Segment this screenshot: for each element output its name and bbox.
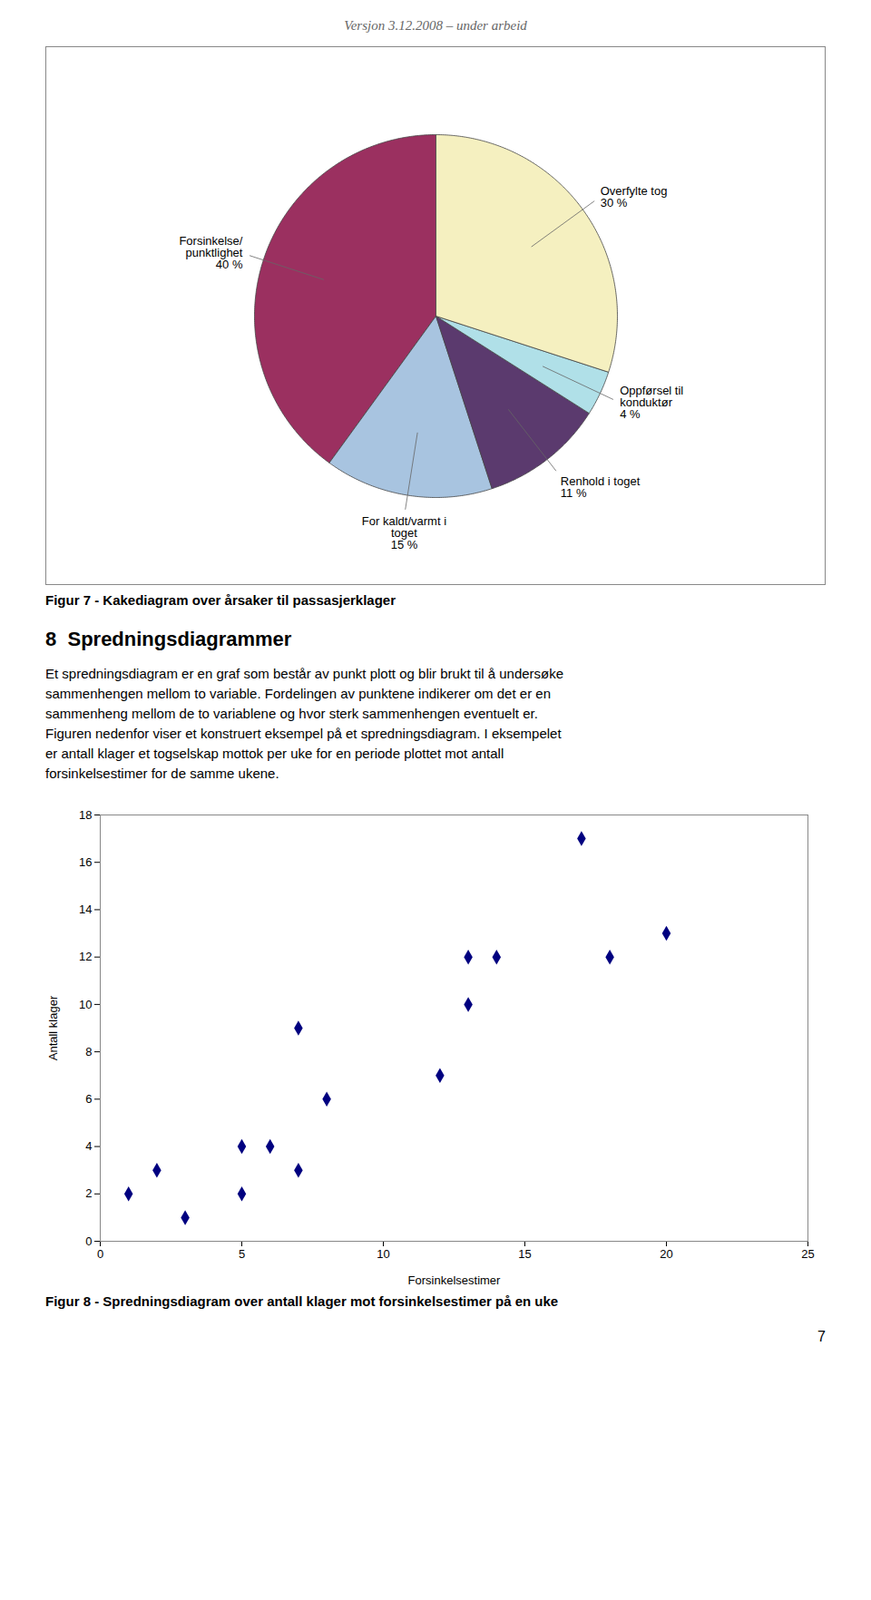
html-text:Figur 8 - Spredningsdiagram ov: Figur 8 - Spredningsdiagram over antall … xyxy=(45,1293,559,1310)
svg-text:5: 5 xyxy=(238,1247,245,1262)
html-text:Versjon 3.12.2008 – under arbe: Versjon 3.12.2008 – under arbeid xyxy=(344,18,527,33)
svg-text:14: 14 xyxy=(78,902,92,917)
svg-text:4: 4 xyxy=(85,1139,92,1154)
svg-text:Forsinkelse/punktlighet40 %: Forsinkelse/punktlighet40 % xyxy=(178,234,244,272)
svg-text:25: 25 xyxy=(801,1247,814,1262)
html-text:er antall klager et togselskap: er antall klager et togselskap mottok pe… xyxy=(45,745,504,762)
svg-text:12: 12 xyxy=(78,949,92,964)
svg-text:0: 0 xyxy=(85,1234,92,1249)
svg-text:10: 10 xyxy=(376,1247,390,1262)
svg-text:Oppførsel tilkonduktør4 %: Oppførsel tilkonduktør4 % xyxy=(619,383,684,421)
html-text:forsinkelsestimer for de samme: forsinkelsestimer for de samme ukene. xyxy=(45,765,280,782)
svg-text:10: 10 xyxy=(78,998,92,1012)
svg-text:16: 16 xyxy=(78,855,92,870)
svg-text:15: 15 xyxy=(518,1247,531,1262)
svg-text:2: 2 xyxy=(85,1186,92,1201)
svg-text:20: 20 xyxy=(659,1247,673,1262)
html-text:sammenhengen mellom to variabl: sammenhengen mellom to variable. Fordeli… xyxy=(45,685,551,702)
html-text:sammenheng mellom de to variab: sammenheng mellom de to variablene og hv… xyxy=(45,705,538,722)
svg-text:8: 8 xyxy=(85,1045,92,1059)
html-text:8 Spredningsdiagrammer: 8 Spredningsdiagrammer xyxy=(45,627,292,651)
svg-text:Antall klager: Antall klager xyxy=(46,995,60,1061)
svg-text:For kaldt/varmt itoget15 %: For kaldt/varmt itoget15 % xyxy=(362,514,447,552)
html-text:Figur 7 - Kakediagram over års: Figur 7 - Kakediagram over årsaker til p… xyxy=(45,592,396,608)
svg-text:18: 18 xyxy=(78,808,92,823)
html-text:Et spredningsdiagram er en gra: Et spredningsdiagram er en graf som best… xyxy=(45,665,564,682)
svg-text:Renhold i toget11 %: Renhold i toget11 % xyxy=(560,474,641,500)
svg-text:6: 6 xyxy=(85,1092,92,1106)
svg-text:Overfylte tog30 %: Overfylte tog30 % xyxy=(600,183,668,209)
html-text:7: 7 xyxy=(817,1329,826,1345)
svg-text:0: 0 xyxy=(97,1247,104,1262)
svg-text:Forsinkelsestimer: Forsinkelsestimer xyxy=(408,1273,502,1288)
html-text:Figuren nedenfor viser et kons: Figuren nedenfor viser et konstruert eks… xyxy=(45,725,562,742)
